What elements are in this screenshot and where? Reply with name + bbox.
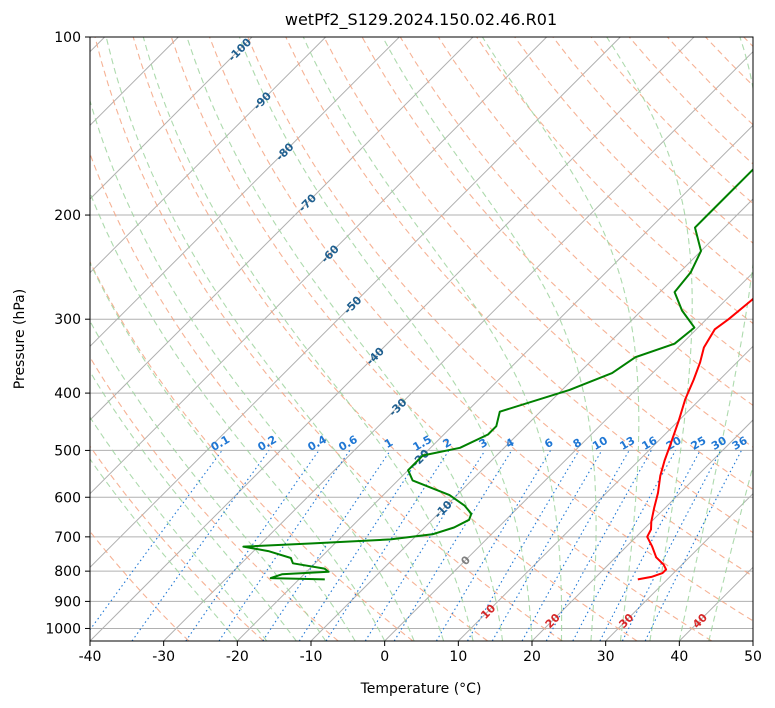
moist-adiabat [238, 37, 533, 641]
moist-adiabat [142, 37, 474, 641]
moist-adiabat [186, 37, 504, 641]
dry-adiabat [247, 37, 753, 577]
y-tick-label: 300 [54, 312, 81, 328]
y-tick-label: 500 [54, 443, 81, 459]
plot-frame [89, 36, 754, 642]
isotherm-gridline [90, 37, 253, 200]
chart-title: wetPf2_S129.2024.150.02.46.R01 [285, 10, 557, 30]
x-tick-label: -20 [226, 649, 249, 665]
x-tick-label: -10 [300, 649, 323, 665]
x-tick-label: 50 [744, 649, 762, 665]
moist-adiabat [302, 37, 563, 641]
x-tick-label: 0 [380, 649, 389, 665]
x-tick-label: 10 [449, 649, 467, 665]
dry-adiabat [514, 37, 753, 284]
y-tick-label: 100 [54, 30, 81, 46]
mixing-ratio-line [545, 450, 652, 641]
y-tick-label: 600 [54, 490, 81, 506]
x-axis: -40 -30 -20 -10 0 10 20 30 40 50 [79, 641, 762, 665]
moist-adiabat [678, 37, 753, 641]
isotherm-gridline [384, 271, 753, 641]
y-tick-label: 200 [54, 208, 81, 224]
mixing-ratio-line [393, 450, 513, 641]
moist-adiabat [90, 416, 268, 641]
x-tick-label: -40 [79, 649, 102, 665]
mixing-ratio-line [131, 450, 270, 641]
x-tick-label: -30 [152, 649, 175, 665]
dry-adiabat [323, 37, 753, 491]
y-tick-label: 900 [54, 594, 81, 610]
moist-adiabat [382, 37, 597, 641]
y-axis: 1000 900 800 700 600 500 400 300 200 100 [45, 30, 90, 637]
isotherm-gridline [90, 37, 548, 495]
profile-lines [242, 168, 753, 581]
background-lines [90, 37, 753, 641]
moist-adiabat [90, 191, 386, 641]
isotherm-gridline [90, 37, 400, 348]
moist-adiabat [481, 37, 640, 641]
dry-adiabat [90, 445, 264, 641]
moist-adiabat [708, 464, 753, 641]
isotherm-gridline [90, 37, 474, 421]
mixing-ratio-line [185, 450, 320, 641]
y-tick-label: 700 [54, 530, 81, 546]
dry-adiabat [285, 37, 753, 534]
dewpoint-line [242, 168, 753, 581]
mixing-ratio-line [435, 450, 552, 641]
x-tick-label: 20 [523, 649, 541, 665]
mixing-ratio-line [262, 450, 391, 641]
mixing-ratio-line [325, 450, 450, 641]
y-tick-label: 400 [54, 386, 81, 402]
moist-adiabat [90, 370, 297, 641]
moist-adiabat [90, 458, 238, 641]
y-tick-label: 1000 [45, 621, 81, 637]
isotherm-gridline [90, 37, 621, 569]
temperature-line [637, 297, 753, 581]
moist-adiabat [90, 261, 356, 641]
isotherm-gridline [605, 492, 753, 641]
dry-adiabat [90, 260, 414, 641]
dry-adiabat [476, 37, 753, 325]
isotherm-gridline [163, 50, 753, 641]
mixing-ratio-line [364, 450, 486, 641]
dry-adiabat [170, 37, 712, 641]
moist-adiabat [105, 37, 445, 641]
moist-adiabat [90, 98, 415, 641]
dry-adiabat [94, 37, 563, 641]
isotherm-gridline [236, 124, 753, 641]
mixing-ratio-line [572, 450, 676, 641]
y-tick-label: 800 [54, 564, 81, 580]
moist-adiabat [90, 320, 327, 641]
mixing-ratio-line [298, 450, 425, 641]
isotherm-gridline [90, 37, 695, 641]
dry-adiabat [208, 37, 753, 622]
mixing-ratio-line [218, 450, 351, 641]
moist-adiabat [606, 37, 693, 641]
x-axis-label: Temperature (°C) [360, 681, 482, 697]
mixing-ratio-line [467, 450, 580, 641]
isotherm-gridline [90, 37, 327, 274]
dry-adiabat [132, 37, 638, 641]
y-axis-label: Pressure (hPa) [12, 289, 28, 389]
mixing-ratio-line [644, 450, 742, 641]
x-tick-label: 40 [670, 649, 688, 665]
x-tick-label: 30 [597, 649, 615, 665]
